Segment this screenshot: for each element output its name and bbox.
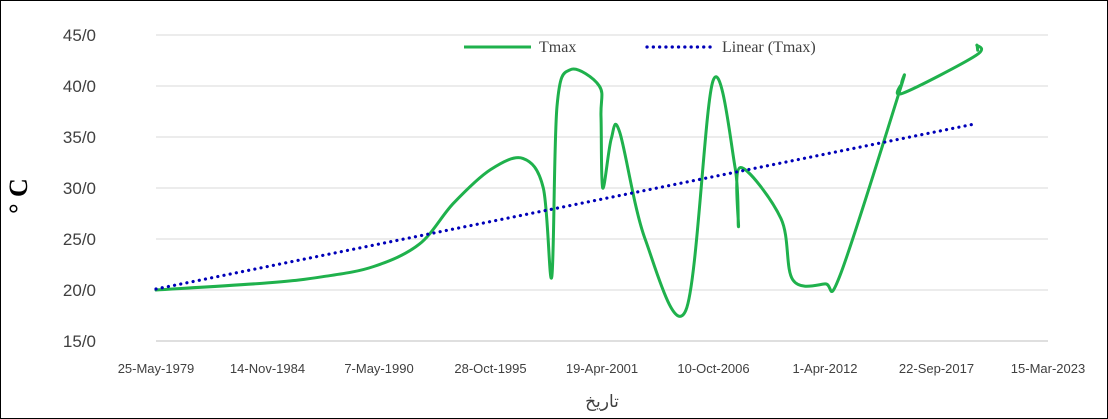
- y-tick-label: 35/0: [63, 128, 96, 147]
- x-axis-label: تاریخ: [585, 392, 619, 412]
- x-tick-label: 7-May-1990: [344, 361, 413, 376]
- trendline-linear-tmax: [154, 122, 978, 291]
- series-line-tmax: [154, 43, 984, 318]
- x-tick-label: 15-Mar-2023: [1011, 361, 1085, 376]
- legend-label-tmax: Tmax: [539, 39, 576, 56]
- x-tick-label: 22-Sep-2017: [899, 361, 974, 376]
- x-tick-label: 1-Apr-2012: [792, 361, 857, 376]
- y-tick-label: 25/0: [63, 230, 96, 249]
- y-tick-labels: 15/0 20/0 25/0 30/0 35/0 40/0 45/0: [63, 26, 96, 351]
- x-tick-labels: 25-May-1979 14-Nov-1984 7-May-1990 28-Oct-1…: [118, 361, 1086, 376]
- y-tick-label: 40/0: [63, 77, 96, 96]
- y-tick-label: 45/0: [63, 26, 96, 45]
- x-tick-label: 28-Oct-1995: [454, 361, 526, 376]
- y-tick-label: 30/0: [63, 179, 96, 198]
- y-axis-label: ° C: [4, 178, 33, 214]
- x-tick-label: 14-Nov-1984: [230, 361, 305, 376]
- x-tick-label: 25-May-1979: [118, 361, 195, 376]
- series-layer: [154, 43, 984, 318]
- x-tick-label: 10-Oct-2006: [677, 361, 749, 376]
- x-tick-label: 19-Apr-2001: [566, 361, 638, 376]
- legend-label-linear-tmax: Linear (Tmax): [722, 39, 816, 56]
- legend: Tmax Linear (Tmax): [464, 39, 816, 56]
- y-tick-label: 15/0: [63, 332, 96, 351]
- y-tick-label: 20/0: [63, 281, 96, 300]
